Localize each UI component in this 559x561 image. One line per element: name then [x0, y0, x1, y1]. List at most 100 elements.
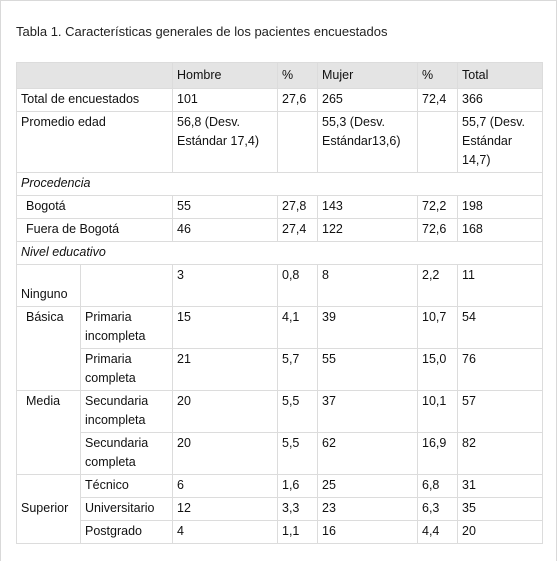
- cell-hombre-pct: 27,4: [277, 218, 318, 242]
- table-row: Ninguno 3 0,8 8 2,2 11: [16, 264, 543, 307]
- cell-total: 11: [457, 264, 543, 307]
- cell-hombre: 56,8 (Desv. Estándar 17,4): [172, 111, 278, 173]
- row-sublabel: Técnico: [80, 474, 173, 498]
- header-cell-mujer-pct: %: [417, 62, 458, 89]
- cell-mujer-pct: 16,9: [417, 432, 458, 475]
- group-label: Superior: [16, 474, 81, 544]
- cell-total: 20: [457, 520, 543, 544]
- table-caption: Tabla 1. Características generales de lo…: [16, 24, 388, 39]
- group-label: Básica: [16, 306, 81, 391]
- cell-hombre-pct: 1,6: [277, 474, 318, 498]
- cell-total: 76: [457, 348, 543, 391]
- cell-hombre: 12: [172, 497, 278, 521]
- header-cell-hombre-pct: %: [277, 62, 318, 89]
- cell-hombre-pct: 5,5: [277, 432, 318, 475]
- table-row: Total de encuestados 101 27,6 265 72,4 3…: [16, 88, 543, 112]
- cell-mujer: 55: [317, 348, 418, 391]
- cell-mujer-pct: 6,8: [417, 474, 458, 498]
- cell-hombre-pct: 27,6: [277, 88, 318, 112]
- cell-mujer: 8: [317, 264, 418, 307]
- cell-total: 57: [457, 390, 543, 433]
- cell-mujer: 16: [317, 520, 418, 544]
- row-label: Promedio edad: [16, 111, 173, 173]
- row-label: Fuera de Bogotá: [16, 218, 173, 242]
- table-row: Fuera de Bogotá 46 27,4 122 72,6 168: [16, 218, 543, 242]
- cell-hombre: 20: [172, 432, 278, 475]
- row-label: Bogotá: [16, 195, 173, 219]
- cell-mujer: 143: [317, 195, 418, 219]
- cell-mujer-pct: 15,0: [417, 348, 458, 391]
- row-sublabel: Postgrado: [80, 520, 173, 544]
- header-cell-hombre: Hombre: [172, 62, 278, 89]
- table-row: Secundaria completa 20 5,5 62 16,9 82: [17, 432, 543, 475]
- cell-hombre: 3: [172, 264, 278, 307]
- cell-hombre-pct: 27,8: [277, 195, 318, 219]
- cell-total: 168: [457, 218, 543, 242]
- header-cell-mujer: Mujer: [317, 62, 418, 89]
- cell-total: 366: [457, 88, 543, 112]
- cell-mujer-pct: 6,3: [417, 497, 458, 521]
- cell-hombre-pct: 4,1: [277, 306, 318, 349]
- row-sublabel: Primaria incompleta: [80, 306, 173, 349]
- cell-mujer-pct: [417, 111, 458, 173]
- cell-hombre-pct: [277, 111, 318, 173]
- cell-total: 198: [457, 195, 543, 219]
- table-header-row: Hombre % Mujer % Total: [16, 62, 543, 89]
- cell-mujer: 122: [317, 218, 418, 242]
- cell-hombre-pct: 5,5: [277, 390, 318, 433]
- table-row: Postgrado 4 1,1 16 4,4 20: [17, 520, 543, 544]
- cell-hombre: 6: [172, 474, 278, 498]
- cell-mujer: 265: [317, 88, 418, 112]
- table-row: Promedio edad 56,8 (Desv. Estándar 17,4)…: [16, 111, 543, 173]
- table-row: Bogotá 55 27,8 143 72,2 198: [16, 195, 543, 219]
- cell-total: 55,7 (Desv. Estándar 14,7): [457, 111, 543, 173]
- row-sublabel: Universitario: [80, 497, 173, 521]
- row-sublabel: Secundaria completa: [80, 432, 173, 475]
- row-label: Total de encuestados: [16, 88, 173, 112]
- header-cell-total: Total: [457, 62, 543, 89]
- table-row: Universitario 12 3,3 23 6,3 35: [17, 497, 543, 521]
- cell-hombre: 46: [172, 218, 278, 242]
- group-label: Media: [16, 390, 81, 475]
- cell-mujer-pct: 10,1: [417, 390, 458, 433]
- cell-hombre: 15: [172, 306, 278, 349]
- cell-mujer-pct: 72,2: [417, 195, 458, 219]
- cell-mujer: 62: [317, 432, 418, 475]
- cell-mujer-pct: 72,6: [417, 218, 458, 242]
- cell-mujer-pct: 4,4: [417, 520, 458, 544]
- category-label: Nivel educativo: [16, 241, 543, 265]
- cell-hombre-pct: 5,7: [277, 348, 318, 391]
- cell-total: 82: [457, 432, 543, 475]
- row-sublabel: Secundaria incompleta: [80, 390, 173, 433]
- cell-total: 31: [457, 474, 543, 498]
- cell-hombre: 21: [172, 348, 278, 391]
- table-row: Primaria completa 21 5,7 55 15,0 76: [17, 348, 543, 391]
- cell-mujer: 39: [317, 306, 418, 349]
- cell-hombre: 4: [172, 520, 278, 544]
- table-row: Media Secundaria incompleta 20 5,5 37 10…: [16, 390, 543, 475]
- cell-mujer-pct: 2,2: [417, 264, 458, 307]
- cell-hombre: 20: [172, 390, 278, 433]
- cell-mujer-pct: 10,7: [417, 306, 458, 349]
- cell-mujer-pct: 72,4: [417, 88, 458, 112]
- header-cell-label: [16, 62, 173, 89]
- table-row: Procedencia: [16, 172, 543, 196]
- cell-hombre: 55: [172, 195, 278, 219]
- table-row: Básica Primaria incompleta 15 4,1 39 10,…: [16, 306, 543, 391]
- cell-total: 35: [457, 497, 543, 521]
- patients-table: Hombre % Mujer % Total Total de encuesta…: [16, 62, 543, 544]
- cell-mujer: 37: [317, 390, 418, 433]
- cell-hombre: 101: [172, 88, 278, 112]
- cell-mujer: 55,3 (Desv. Estándar13,6): [317, 111, 418, 173]
- row-sublabel: Primaria completa: [80, 348, 173, 391]
- table-row: Superior Técnico 6 1,6 25 6,8 31: [16, 474, 543, 544]
- cell-hombre-pct: 3,3: [277, 497, 318, 521]
- cell-mujer: 23: [317, 497, 418, 521]
- category-label: Procedencia: [16, 172, 543, 196]
- table-row: Nivel educativo: [16, 241, 543, 265]
- row-sublabel: [80, 264, 173, 307]
- row-label: Ninguno: [16, 264, 81, 307]
- cell-mujer: 25: [317, 474, 418, 498]
- cell-total: 54: [457, 306, 543, 349]
